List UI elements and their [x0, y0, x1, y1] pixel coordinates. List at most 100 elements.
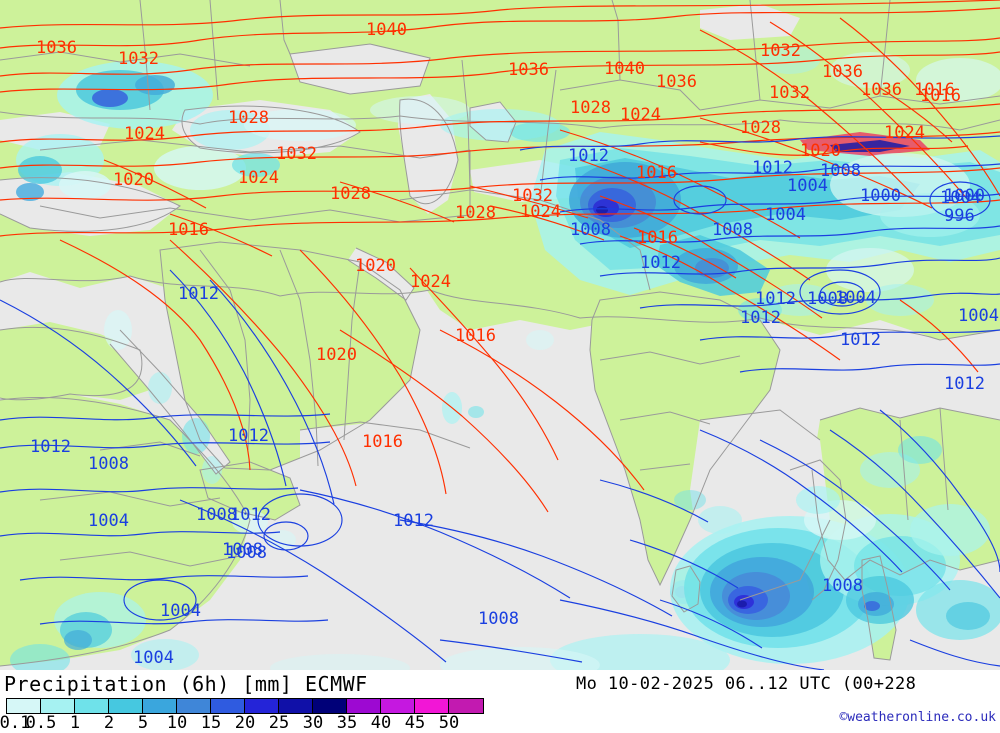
isobar-label: 1032: [769, 83, 810, 103]
colorbar-tick: 25: [268, 713, 290, 733]
colorbar-swatch: [7, 699, 41, 713]
isobar-label: 1032: [276, 144, 317, 164]
isobar-label: 1000: [944, 186, 985, 206]
isobar-label: 1032: [512, 186, 553, 206]
isobar-label: 1008: [478, 609, 519, 629]
forecast-timestamp: Mo 10-02-2025 06..12 UTC (00+228: [576, 674, 917, 694]
precipitation-map[interactable]: 1036 1032 1040 1036 1040 1036 1032 1036 1032 1016…: [0, 0, 1000, 670]
colorbar-swatch: [75, 699, 109, 713]
isobar-label: 1008: [807, 289, 848, 309]
colorbar-tick: 0.5: [25, 713, 57, 733]
isobar-label: 1024: [520, 202, 561, 222]
colorbar-swatch: [313, 699, 347, 713]
colorbar-swatch: [41, 699, 75, 713]
isobar-label: 1012: [944, 374, 985, 394]
isobar-label: 1004: [835, 288, 876, 308]
isobar-label: 1008: [226, 543, 267, 563]
colorbar-tick: 10: [166, 713, 188, 733]
isobar-label: 996: [944, 206, 975, 226]
isobar-label: 1028: [455, 203, 496, 223]
isobar-label: 1028: [740, 118, 781, 138]
isobar-label: 1024: [124, 124, 165, 144]
colorbar-tick: 40: [370, 713, 392, 733]
isobar-label: 1024: [238, 168, 279, 188]
isobar-label: 1004: [88, 511, 129, 531]
isobar-label: 1012: [568, 146, 609, 166]
isobar-label: 1032: [760, 41, 801, 61]
colorbar-swatch: [109, 699, 143, 713]
isobar-label: 1004: [958, 306, 999, 326]
isobar-label: 1008: [222, 540, 263, 560]
isobar-label: 1036: [36, 38, 77, 58]
colorbar-tick: 0.1: [0, 713, 31, 733]
isobar-label: 1016: [168, 220, 209, 240]
colorbar-tick: 1: [69, 713, 81, 733]
isobar-label: 1008: [820, 161, 861, 181]
isobar-label: 1012: [230, 505, 271, 525]
isobar-label: 1016: [636, 163, 677, 183]
isobar-label: 1000: [860, 186, 901, 206]
colorbar-tick: 45: [404, 713, 426, 733]
isobar-label: 1028: [570, 98, 611, 118]
copyright-credit: ©weatheronline.co.uk: [839, 710, 996, 725]
isobar-label: 1008: [712, 220, 753, 240]
isobar-label: 1024: [620, 105, 661, 125]
colorbar-swatch: [245, 699, 279, 713]
isobar-label: 1040: [604, 59, 645, 79]
isobar-label: 1012: [178, 284, 219, 304]
map-footer: Precipitation (6h) [mm] ECMWF Mo 10-02-2…: [0, 670, 1000, 733]
isobar-label: 1032: [118, 49, 159, 69]
isobar-high-layer: [0, 0, 1000, 513]
colorbar-tick: 35: [336, 713, 358, 733]
isobar-label: 1008: [570, 220, 611, 240]
isobar-label: 1036: [822, 62, 863, 82]
isobar-label: 1004: [133, 648, 174, 668]
colorbar-swatch: [449, 699, 483, 713]
isobar-label: 1016: [637, 228, 678, 248]
isobar-label: 1004: [160, 601, 201, 621]
isobar-label: 1012: [640, 253, 681, 273]
isobar-label: 1004: [940, 188, 981, 208]
colorbar-tick: 50: [438, 713, 460, 733]
isobar-label: 1008: [196, 505, 237, 525]
isobar-label: 1016: [362, 432, 403, 452]
isobar-label: 1012: [228, 426, 269, 446]
isobar-label: 1016: [920, 86, 961, 106]
isobar-label: 1008: [822, 576, 863, 596]
isobar-label: 1040: [366, 20, 407, 40]
colorbar-tick: 20: [234, 713, 256, 733]
isobar-label: 1012: [752, 158, 793, 178]
colorbar-tick: 15: [200, 713, 222, 733]
isobar-label: 1012: [840, 330, 881, 350]
colorbar-swatch: [415, 699, 449, 713]
isobar-label: 1028: [330, 184, 371, 204]
colorbar-tick: 2: [103, 713, 115, 733]
borders-layer: [0, 0, 1000, 667]
isobar-label: 1004: [765, 205, 806, 225]
precipitation-layer: [10, 46, 1000, 670]
colorbar-swatches: [6, 698, 484, 714]
isobar-label: 1016: [455, 326, 496, 346]
isobar-label: 1020: [800, 141, 841, 161]
colorbar-swatch: [177, 699, 211, 713]
isobar-label: 1036: [508, 60, 549, 80]
colorbar-swatch: [143, 699, 177, 713]
isobar-label: 1020: [113, 170, 154, 190]
colorbar-swatch: [381, 699, 415, 713]
isobar-label: 1012: [30, 437, 71, 457]
isobar-label: 1036: [861, 80, 902, 100]
isobar-label: 1024: [884, 123, 925, 143]
isobar-label: 1004: [787, 176, 828, 196]
isobar-label: 1012: [393, 511, 434, 531]
map-canvas: [0, 0, 1000, 670]
isobar-label: 1016: [914, 80, 955, 100]
isobar-label: 1012: [740, 308, 781, 328]
isobar-label: 1012: [755, 289, 796, 309]
colorbar-tick: 5: [137, 713, 149, 733]
colorbar-tick: 30: [302, 713, 324, 733]
isobar-label: 1036: [656, 72, 697, 92]
isobar-label: 1020: [316, 345, 357, 365]
isobar-low-layer: [0, 135, 1000, 670]
colorbar-swatch: [211, 699, 245, 713]
